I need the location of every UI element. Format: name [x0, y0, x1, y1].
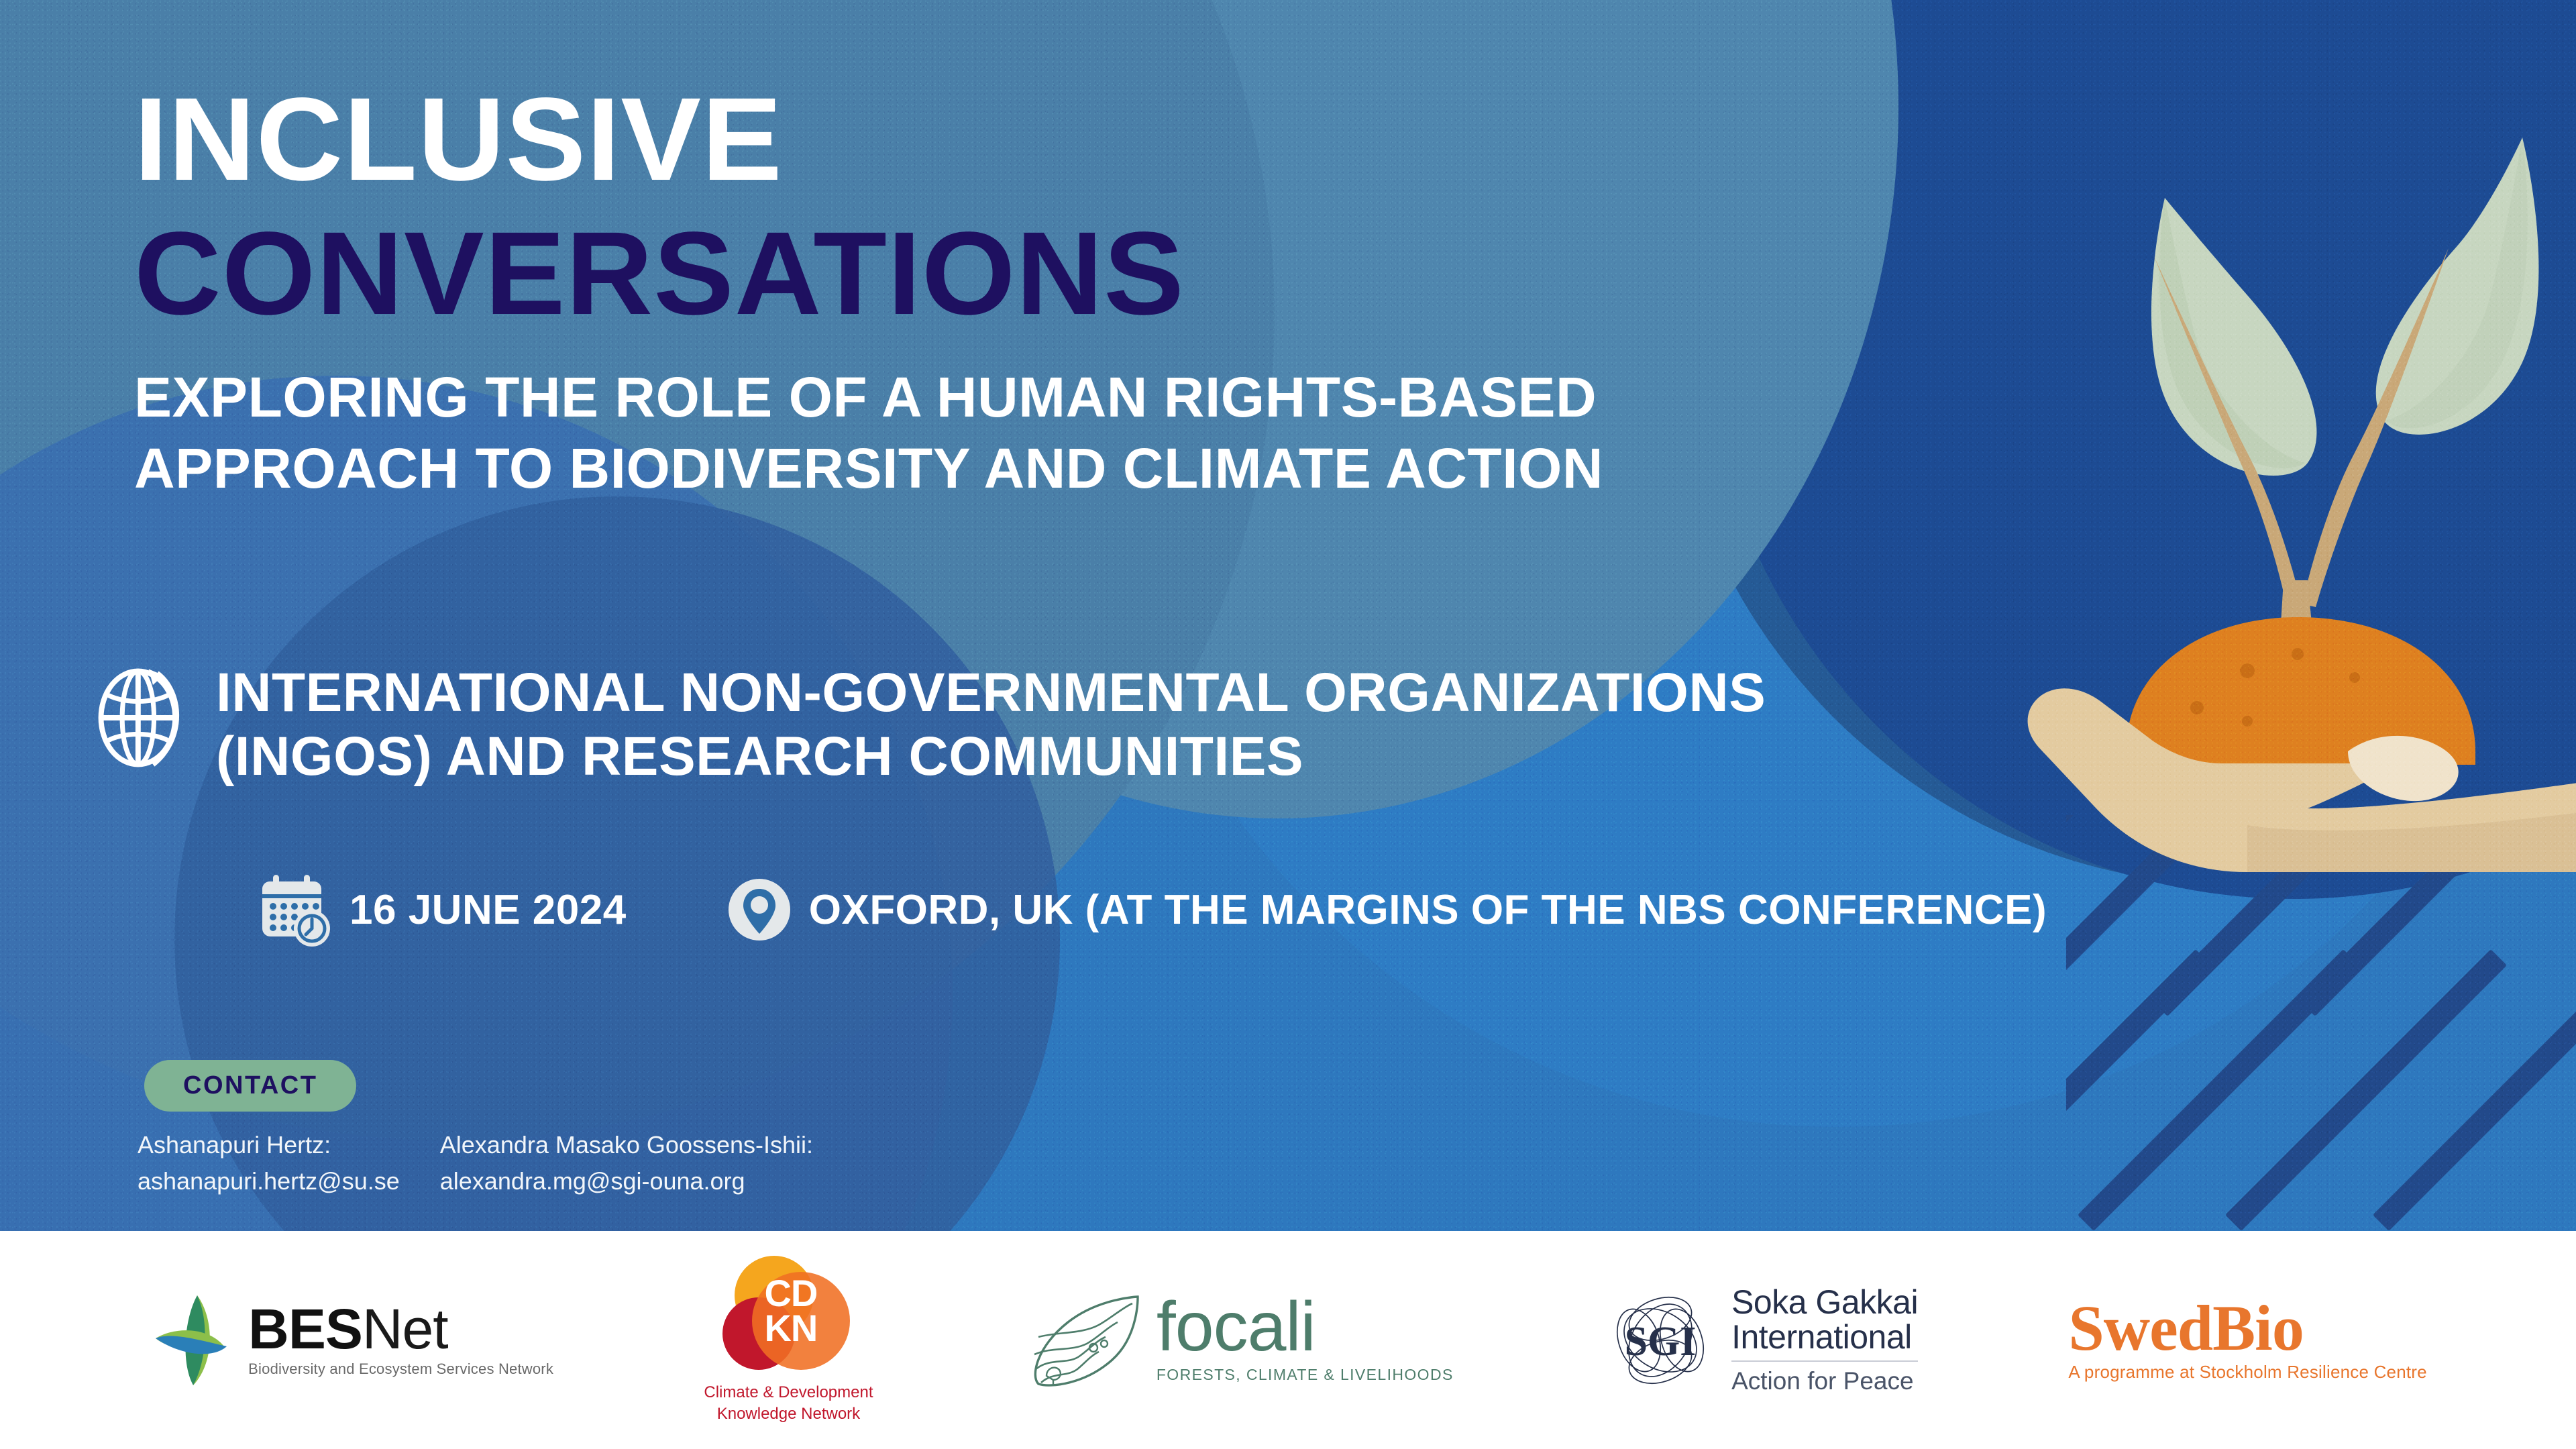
- event-meta-row: 16 JUNE 2024 OXFORD, UK (AT THE MARGINS …: [258, 872, 2047, 947]
- audience-row: INTERNATIONAL NON-GOVERNMENTAL ORGANIZAT…: [87, 661, 1826, 788]
- focali-wordmark: focali: [1156, 1288, 1316, 1366]
- cdkn-tagline-line-2: Knowledge Network: [716, 1404, 861, 1423]
- soil-speck: [2190, 701, 2204, 714]
- event-date: 16 JUNE 2024: [258, 872, 627, 947]
- hand-shade: [2247, 812, 2576, 872]
- stem-base: [2281, 580, 2312, 624]
- besnet-leaf-icon: [156, 1295, 227, 1385]
- leaf-right-shade: [2385, 138, 2528, 429]
- logo-besnet[interactable]: BESNet Biodiversity and Ecosystem Servic…: [149, 1290, 553, 1391]
- contact-email[interactable]: ashanapuri.hertz@su.se: [138, 1167, 400, 1195]
- page-title-line-1: INCLUSIVE: [134, 74, 783, 205]
- soil-speck: [2242, 716, 2253, 727]
- event-location-label: OXFORD, UK (AT THE MARGINS OF THE NBS CO…: [808, 886, 2047, 933]
- contact-person: Alexandra Masako Goossens-Ishii: alexand…: [440, 1127, 813, 1199]
- calendar-clock-icon: [262, 875, 330, 947]
- stem-left: [2153, 255, 2300, 604]
- hand-thumb-highlight: [2348, 735, 2459, 802]
- logo-swedbio[interactable]: SwedBio A programme at Stockholm Resilie…: [2068, 1292, 2427, 1382]
- soil-mound: [2127, 617, 2475, 765]
- leaf-left-shade: [2159, 198, 2305, 469]
- stem-right: [2302, 248, 2449, 607]
- page-subtitle: EXPLORING THE ROLE OF A HUMAN RIGHTS-BAS…: [134, 366, 1604, 500]
- besnet-name-bold: BES: [248, 1297, 363, 1361]
- cdkn-circle-orange: [752, 1272, 851, 1371]
- partner-logos-footer: BESNet Biodiversity and Ecosystem Servic…: [0, 1231, 2576, 1449]
- audience-label: INTERNATIONAL NON-GOVERNMENTAL ORGANIZAT…: [216, 662, 1766, 788]
- logo-focali[interactable]: focali FORESTS, CLIMATE & LIVELIHOODS: [1024, 1290, 1454, 1391]
- soil-speck: [2349, 672, 2360, 683]
- contact-email[interactable]: alexandra.mg@sgi-ouna.org: [439, 1167, 745, 1195]
- cdkn-mark: CD KN: [722, 1256, 854, 1377]
- besnet-name-light: Net: [362, 1297, 449, 1361]
- swedbio-wordmark: SwedBio: [2068, 1292, 2304, 1364]
- contact-badge: CONTACT: [144, 1060, 357, 1112]
- contact-list: Ashanapuri Hertz: ashanapuri.hertz@su.se…: [138, 1127, 813, 1199]
- focali-leaf-landscape-icon: [1034, 1295, 1139, 1387]
- event-location: OXFORD, UK (AT THE MARGINS OF THE NBS CO…: [727, 877, 2047, 942]
- besnet-tagline: Biodiversity and Ecosystem Services Netw…: [248, 1360, 554, 1377]
- sgi-monogram-text: SGI: [1625, 1319, 1697, 1364]
- hand: [2027, 688, 2576, 872]
- contact-name: Ashanapuri Hertz:: [138, 1131, 331, 1159]
- page-title-line-2: CONVERSATIONS: [134, 208, 1185, 339]
- sgi-name-line-2: International: [1731, 1318, 1912, 1356]
- contact-name: Alexandra Masako Goossens-Ishii:: [439, 1131, 814, 1159]
- logo-cdkn[interactable]: CD KN Climate & Development Knowledge Ne…: [704, 1256, 873, 1424]
- contact-person: Ashanapuri Hertz: ashanapuri.hertz@su.se: [138, 1127, 400, 1199]
- cdkn-tagline: Climate & Development Knowledge Network: [704, 1382, 873, 1424]
- focali-tagline: FORESTS, CLIMATE & LIVELIHOODS: [1156, 1365, 1454, 1383]
- cdkn-tagline-line-1: Climate & Development: [704, 1383, 873, 1402]
- soil-speck: [2292, 648, 2304, 660]
- soil-speck: [2240, 663, 2255, 678]
- sgi-tagline: Action for Peace: [1731, 1367, 1914, 1395]
- sgi-monogram-icon: SGI: [1617, 1296, 1705, 1384]
- hero-content: INCLUSIVE CONVERSATIONS EXPLORING THE RO…: [87, 74, 2047, 1199]
- cdkn-letters-line-2: KN: [764, 1306, 818, 1349]
- swedbio-tagline: A programme at Stockholm Resilience Cent…: [2068, 1361, 2427, 1382]
- cdkn-letters: CD KN: [764, 1272, 818, 1349]
- cdkn-letters-line-1: CD: [764, 1272, 818, 1315]
- sgi-name-line-1: Soka Gakkai: [1731, 1283, 1919, 1321]
- event-date-label: 16 JUNE 2024: [350, 886, 627, 933]
- sgi-divider: [1731, 1360, 1919, 1362]
- map-pin-icon: [728, 879, 790, 941]
- hand-holding-sprout-illustration: [2027, 138, 2576, 872]
- globe-icon: [98, 668, 180, 767]
- logo-sgi[interactable]: SGI Soka Gakkai International Action for…: [1604, 1283, 1919, 1397]
